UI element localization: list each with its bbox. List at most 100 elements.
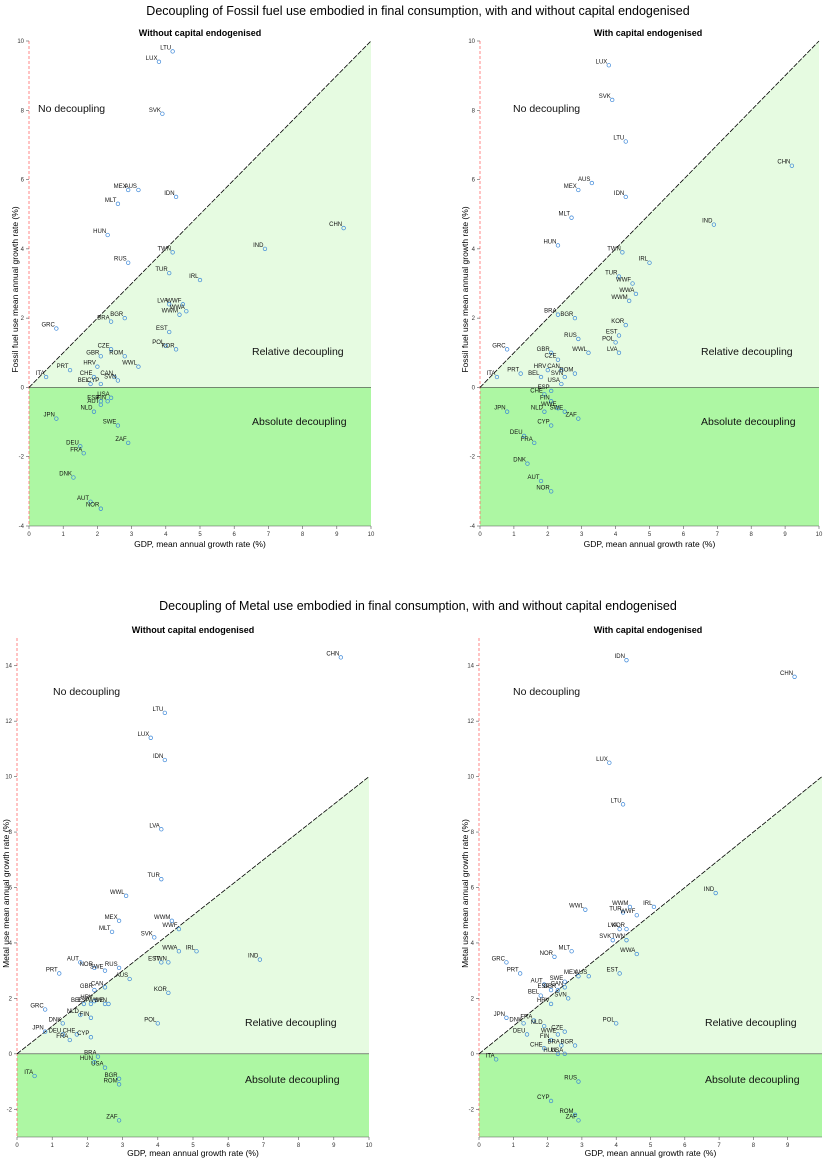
data-point-label: SWE [103,420,117,426]
data-point-marker [617,971,622,976]
data-point-marker [504,960,509,965]
data-point-marker [616,274,622,279]
data-point-marker [156,59,162,64]
data-point-label: TUR [155,267,168,273]
data-point-marker [262,246,268,252]
x-tick-label: 9 [332,1143,336,1149]
data-point-label: GRC [42,323,56,329]
data-point-label: WWM [611,295,627,301]
data-point-marker [194,949,199,954]
x-tick-label: 9 [783,532,787,538]
y-tick-label: 0 [472,385,476,391]
data-point-marker [634,913,639,918]
data-point-label: DEU [510,430,523,436]
data-point-label: MEX [564,184,577,190]
x-tick-label: 1 [51,1143,55,1149]
data-point-label: ITA [487,371,496,377]
data-point-marker [569,215,574,220]
x-tick-label: 8 [752,1143,756,1149]
data-point-marker [91,409,97,414]
data-point-label: LVA [607,347,617,353]
y-tick-label: 4 [9,941,13,947]
data-point-label: IRL [189,274,199,280]
data-point-label: CYP [77,1031,89,1037]
data-point-marker [494,1057,499,1062]
data-point-marker [127,976,132,982]
data-point-label: ITA [36,371,45,377]
data-point-marker [623,139,628,144]
data-point-marker [620,910,626,915]
data-point-marker [521,1021,526,1026]
data-point-marker [624,658,629,663]
data-point-marker [115,378,121,383]
data-point-marker [105,232,110,238]
data-point-marker [177,312,182,317]
data-point-label: CYP [537,420,549,426]
data-point-label: GRC [492,343,506,349]
data-point-label: GBR [537,347,551,353]
data-point-marker [549,399,554,404]
diagonal-line [479,40,820,388]
data-point-marker [105,399,110,404]
data-point-marker [542,392,547,397]
panel-title: With capital endogenised [594,625,702,635]
data-point-label: RUS [564,333,577,339]
diagonal-line [28,40,372,388]
data-point-label: MEX [564,970,577,976]
data-point-marker [257,957,263,962]
y-tick-label: 14 [467,664,474,670]
absolute-decoupling-label: Absolute decoupling [705,1074,800,1086]
data-point-marker [524,1032,530,1037]
data-point-marker [176,949,182,954]
data-point-label: CHE [80,371,93,377]
y-tick-label: 6 [471,886,475,892]
data-point-label: NOR [80,962,94,968]
data-point-label: KOR [612,923,626,929]
data-point-marker [633,291,639,297]
data-point-marker [60,1032,65,1037]
y-tick-label: 10 [17,39,24,45]
data-point-marker [115,423,121,428]
data-point-label: CHN [326,651,339,657]
data-point-marker [126,187,131,193]
data-point-marker [102,1065,108,1070]
data-point-label: IND [248,954,259,960]
data-point-label: ROM [560,1109,574,1115]
data-point-marker [555,987,561,993]
data-point-label: CHN [777,160,790,166]
data-point-label: IRL [186,945,196,951]
data-point-label: DEU [49,1028,62,1034]
data-point-label: PRT [57,364,69,370]
data-point-marker [504,347,510,352]
x-tick-label: 4 [614,532,618,538]
data-point-label: ROM [109,350,123,356]
data-point-marker [610,97,615,103]
data-point-label: WWL [572,347,587,353]
x-axis-label: GDP, mean annual growth rate (%) [134,539,266,549]
x-tick-label: 6 [682,532,686,538]
data-point-marker [170,49,175,54]
data-point-label: ESP [77,998,89,1004]
x-tick-label: 6 [227,1143,231,1149]
data-point-label: CHN [329,222,342,228]
data-point-label: SVK [599,934,611,940]
data-point-marker [607,760,612,765]
data-point-label: AUT [67,956,79,962]
x-tick-label: 2 [546,1143,550,1149]
data-point-label: CZE [551,1026,563,1032]
data-point-label: HUN [543,239,556,245]
y-tick-label: 2 [21,316,25,322]
data-point-label: BRA [547,1040,559,1046]
data-point-label: FIN [80,1012,90,1018]
x-tick-label: 9 [335,532,339,538]
data-point-label: FIN [540,1034,550,1040]
data-point-marker [122,315,127,321]
data-point-marker [562,1051,567,1056]
data-point-marker [525,461,530,466]
data-point-marker [549,388,554,394]
data-point-label: ITA [24,1070,33,1076]
data-point-marker [555,1032,561,1037]
data-point-marker [620,802,626,807]
data-point-label: BRA [97,316,109,322]
